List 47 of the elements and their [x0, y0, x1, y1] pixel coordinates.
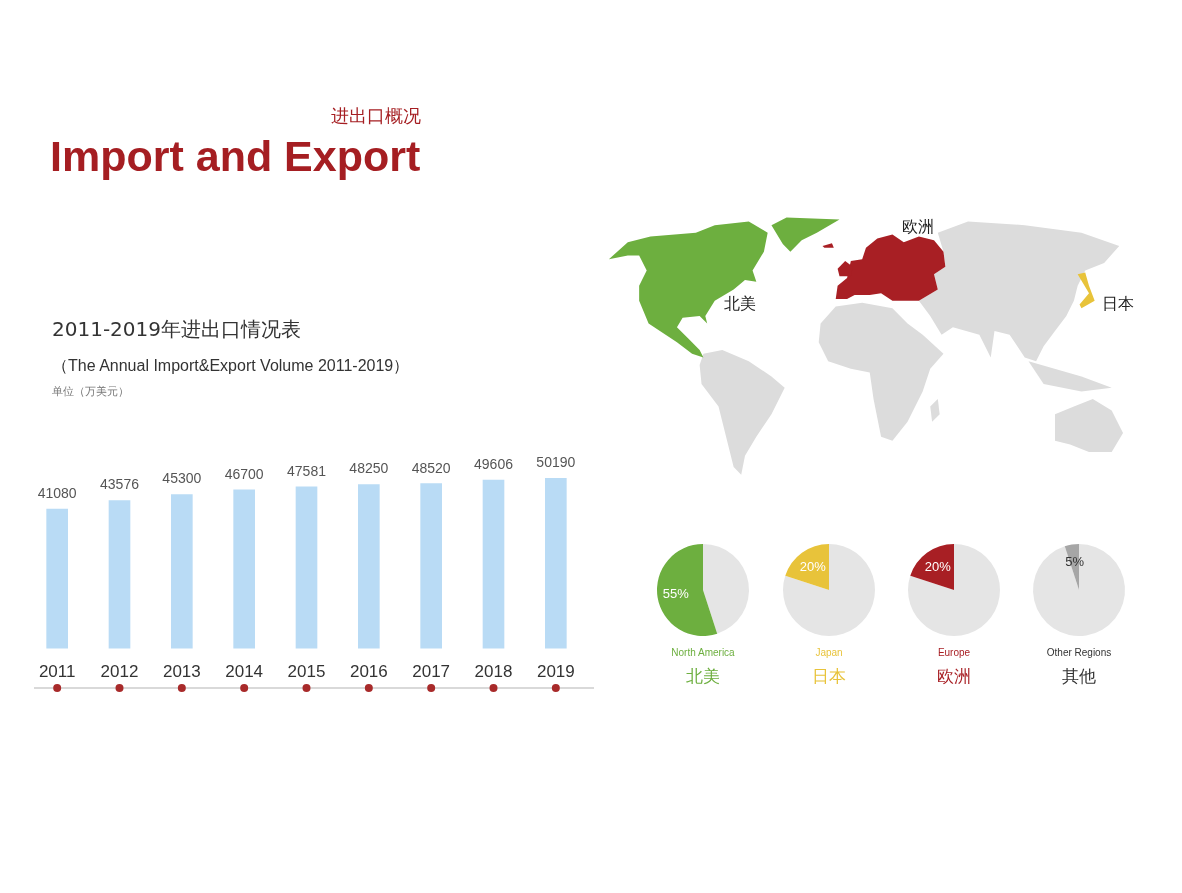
data-label: 43576	[100, 476, 140, 493]
x-tick-label: 2018	[474, 662, 513, 682]
x-tick-label: 2011	[38, 662, 76, 682]
bar	[420, 483, 442, 649]
data-label: 48520	[411, 459, 451, 476]
text: 欧洲	[937, 666, 971, 687]
x-tick-label: 2014	[225, 662, 264, 682]
data-label: 47581	[287, 462, 327, 479]
data-label: 5%	[1065, 554, 1085, 570]
data-label: 48250	[349, 460, 389, 477]
data-label: 41080	[37, 484, 77, 501]
data-label: 50190	[536, 453, 576, 470]
text: 北美	[686, 666, 720, 687]
bar	[482, 479, 505, 649]
text: 日本	[1102, 294, 1134, 314]
text: Europe	[937, 647, 971, 659]
text: 北美	[724, 294, 756, 314]
bar	[358, 484, 380, 649]
chart-subtitle: （The Annual Import&Export Volume 2011-2019）	[52, 356, 410, 376]
text: Other Regions	[1046, 647, 1112, 659]
text: North America	[671, 647, 735, 659]
x-tick-label: 2015	[287, 662, 326, 682]
x-tick-label: 2017	[412, 662, 451, 682]
bar	[46, 508, 68, 649]
data-label: 20%	[924, 559, 952, 575]
text: Import and Export	[50, 132, 421, 180]
bar	[545, 478, 567, 649]
text: 欧洲	[902, 217, 934, 237]
bar	[171, 494, 193, 649]
bar	[295, 486, 318, 649]
chart-title: 2011-2019年进出口情况表	[52, 317, 302, 341]
data-label: 49606	[474, 455, 514, 472]
text: 其他	[1062, 666, 1096, 687]
data-label: 45300	[162, 470, 202, 487]
x-tick-label: 2016	[349, 662, 388, 682]
x-tick-label: 2019	[536, 662, 575, 682]
x-tick-label: 2012	[100, 662, 139, 682]
data-label: 46700	[224, 465, 264, 482]
bar	[233, 489, 255, 649]
x-tick-label: 2013	[162, 662, 201, 682]
text: Japan	[815, 647, 843, 659]
data-label: 55%	[662, 585, 690, 601]
text: 日本	[812, 666, 846, 687]
text: 单位（万美元）	[52, 385, 129, 399]
bar	[108, 500, 131, 649]
data-label: 20%	[799, 559, 827, 575]
text: 进出口概况	[331, 106, 421, 128]
